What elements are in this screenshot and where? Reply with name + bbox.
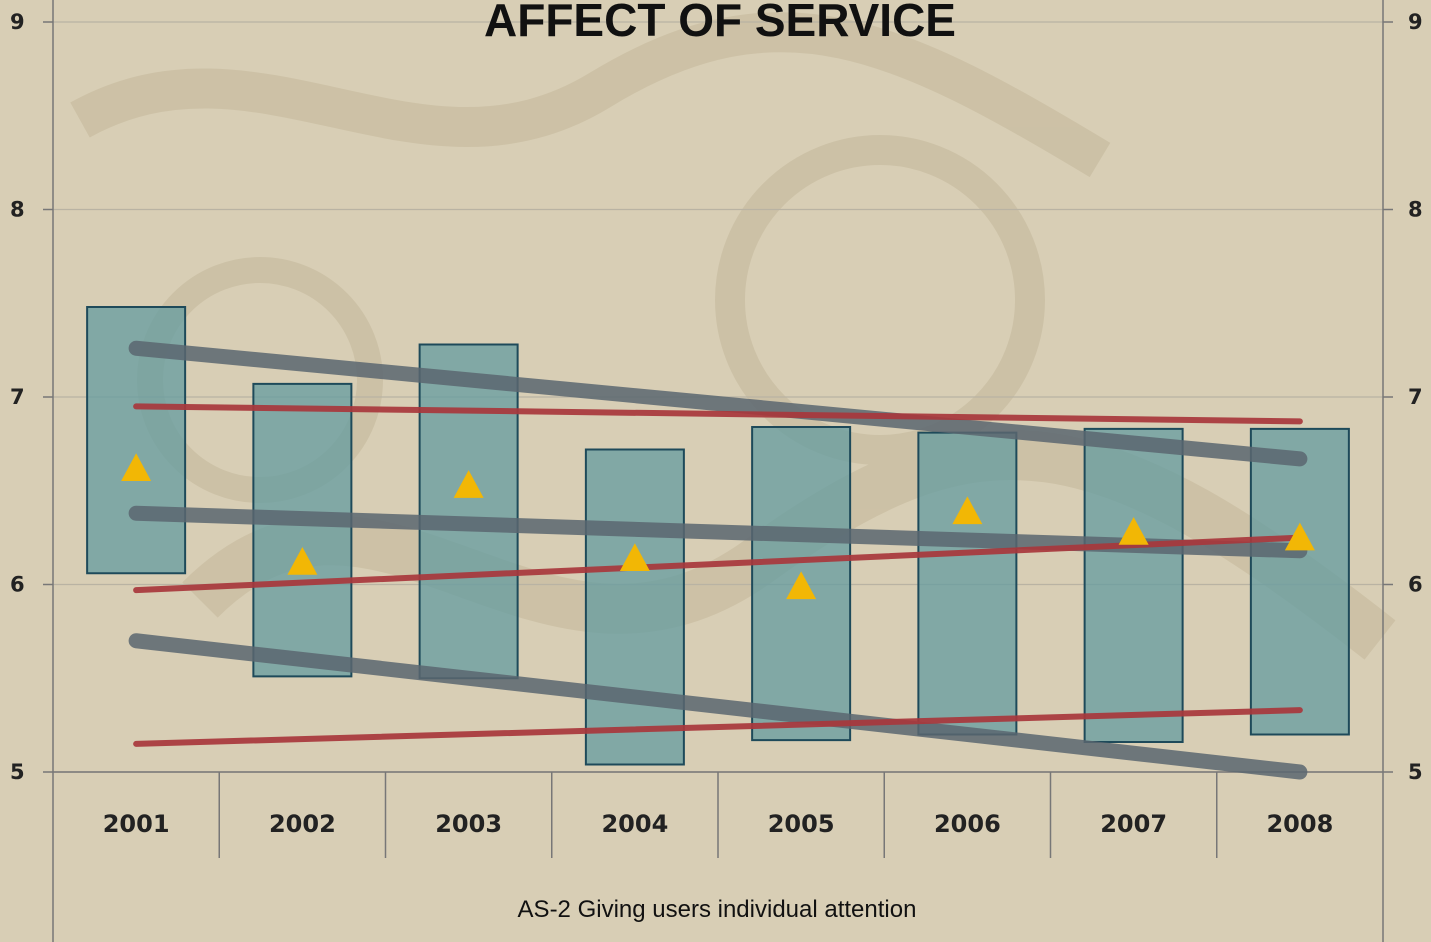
x-axis-label: AS-2 Giving users individual attention [518, 896, 917, 923]
gray-trend-line [128, 340, 1308, 467]
y-tick-label: 9 [10, 10, 25, 34]
x-tick-label: 2005 [768, 810, 835, 838]
x-tick-label: 2007 [1100, 810, 1167, 838]
y-tick-label: 8 [10, 198, 25, 222]
triangle-marker [287, 547, 318, 575]
y2-tick-label: 5 [1408, 760, 1423, 784]
chart-title: AFFECT OF SERVICE [484, 0, 956, 46]
range-bar [584, 448, 685, 766]
y2-tick-label: 9 [1408, 10, 1423, 34]
x-tick-label: 2004 [601, 810, 668, 838]
range-bar [917, 431, 1018, 736]
x-tick-label: 2001 [103, 810, 170, 838]
red-trend-line [133, 707, 1303, 747]
range-bar [1249, 427, 1350, 736]
x-tick-label: 2003 [435, 810, 502, 838]
red-trend-line [133, 534, 1303, 594]
triangle-marker [1118, 517, 1149, 545]
tick-labels: 5 5 6 6 7 7 8 8 9 9 2001 2002 2003 2004 2005 2006 2007 20… [10, 10, 1423, 838]
y2-tick-label: 8 [1408, 198, 1423, 222]
triangle-marker [453, 470, 484, 498]
axes [43, 0, 1393, 942]
y2-tick-label: 6 [1408, 573, 1423, 597]
y-tick-label: 5 [10, 760, 25, 784]
trend-lines [128, 340, 1308, 780]
range-bar [252, 382, 353, 678]
x-tick-label: 2006 [934, 810, 1001, 838]
y2-tick-label: 7 [1408, 385, 1423, 409]
range-bar [1083, 427, 1184, 743]
range-bars [86, 306, 1350, 766]
triangle-markers [121, 453, 1315, 600]
range-bar [418, 343, 519, 680]
red-trend-line [133, 403, 1303, 425]
triangle-marker [1284, 522, 1315, 551]
x-tick-label: 2002 [269, 810, 336, 838]
y-tick-label: 6 [10, 573, 25, 597]
triangle-marker [619, 543, 650, 571]
y-tick-label: 7 [10, 385, 25, 409]
gray-trend-line [128, 633, 1308, 780]
triangle-marker [786, 571, 817, 600]
triangle-marker [952, 496, 983, 525]
triangle-marker [121, 453, 152, 481]
x-tick-label: 2008 [1266, 810, 1333, 838]
